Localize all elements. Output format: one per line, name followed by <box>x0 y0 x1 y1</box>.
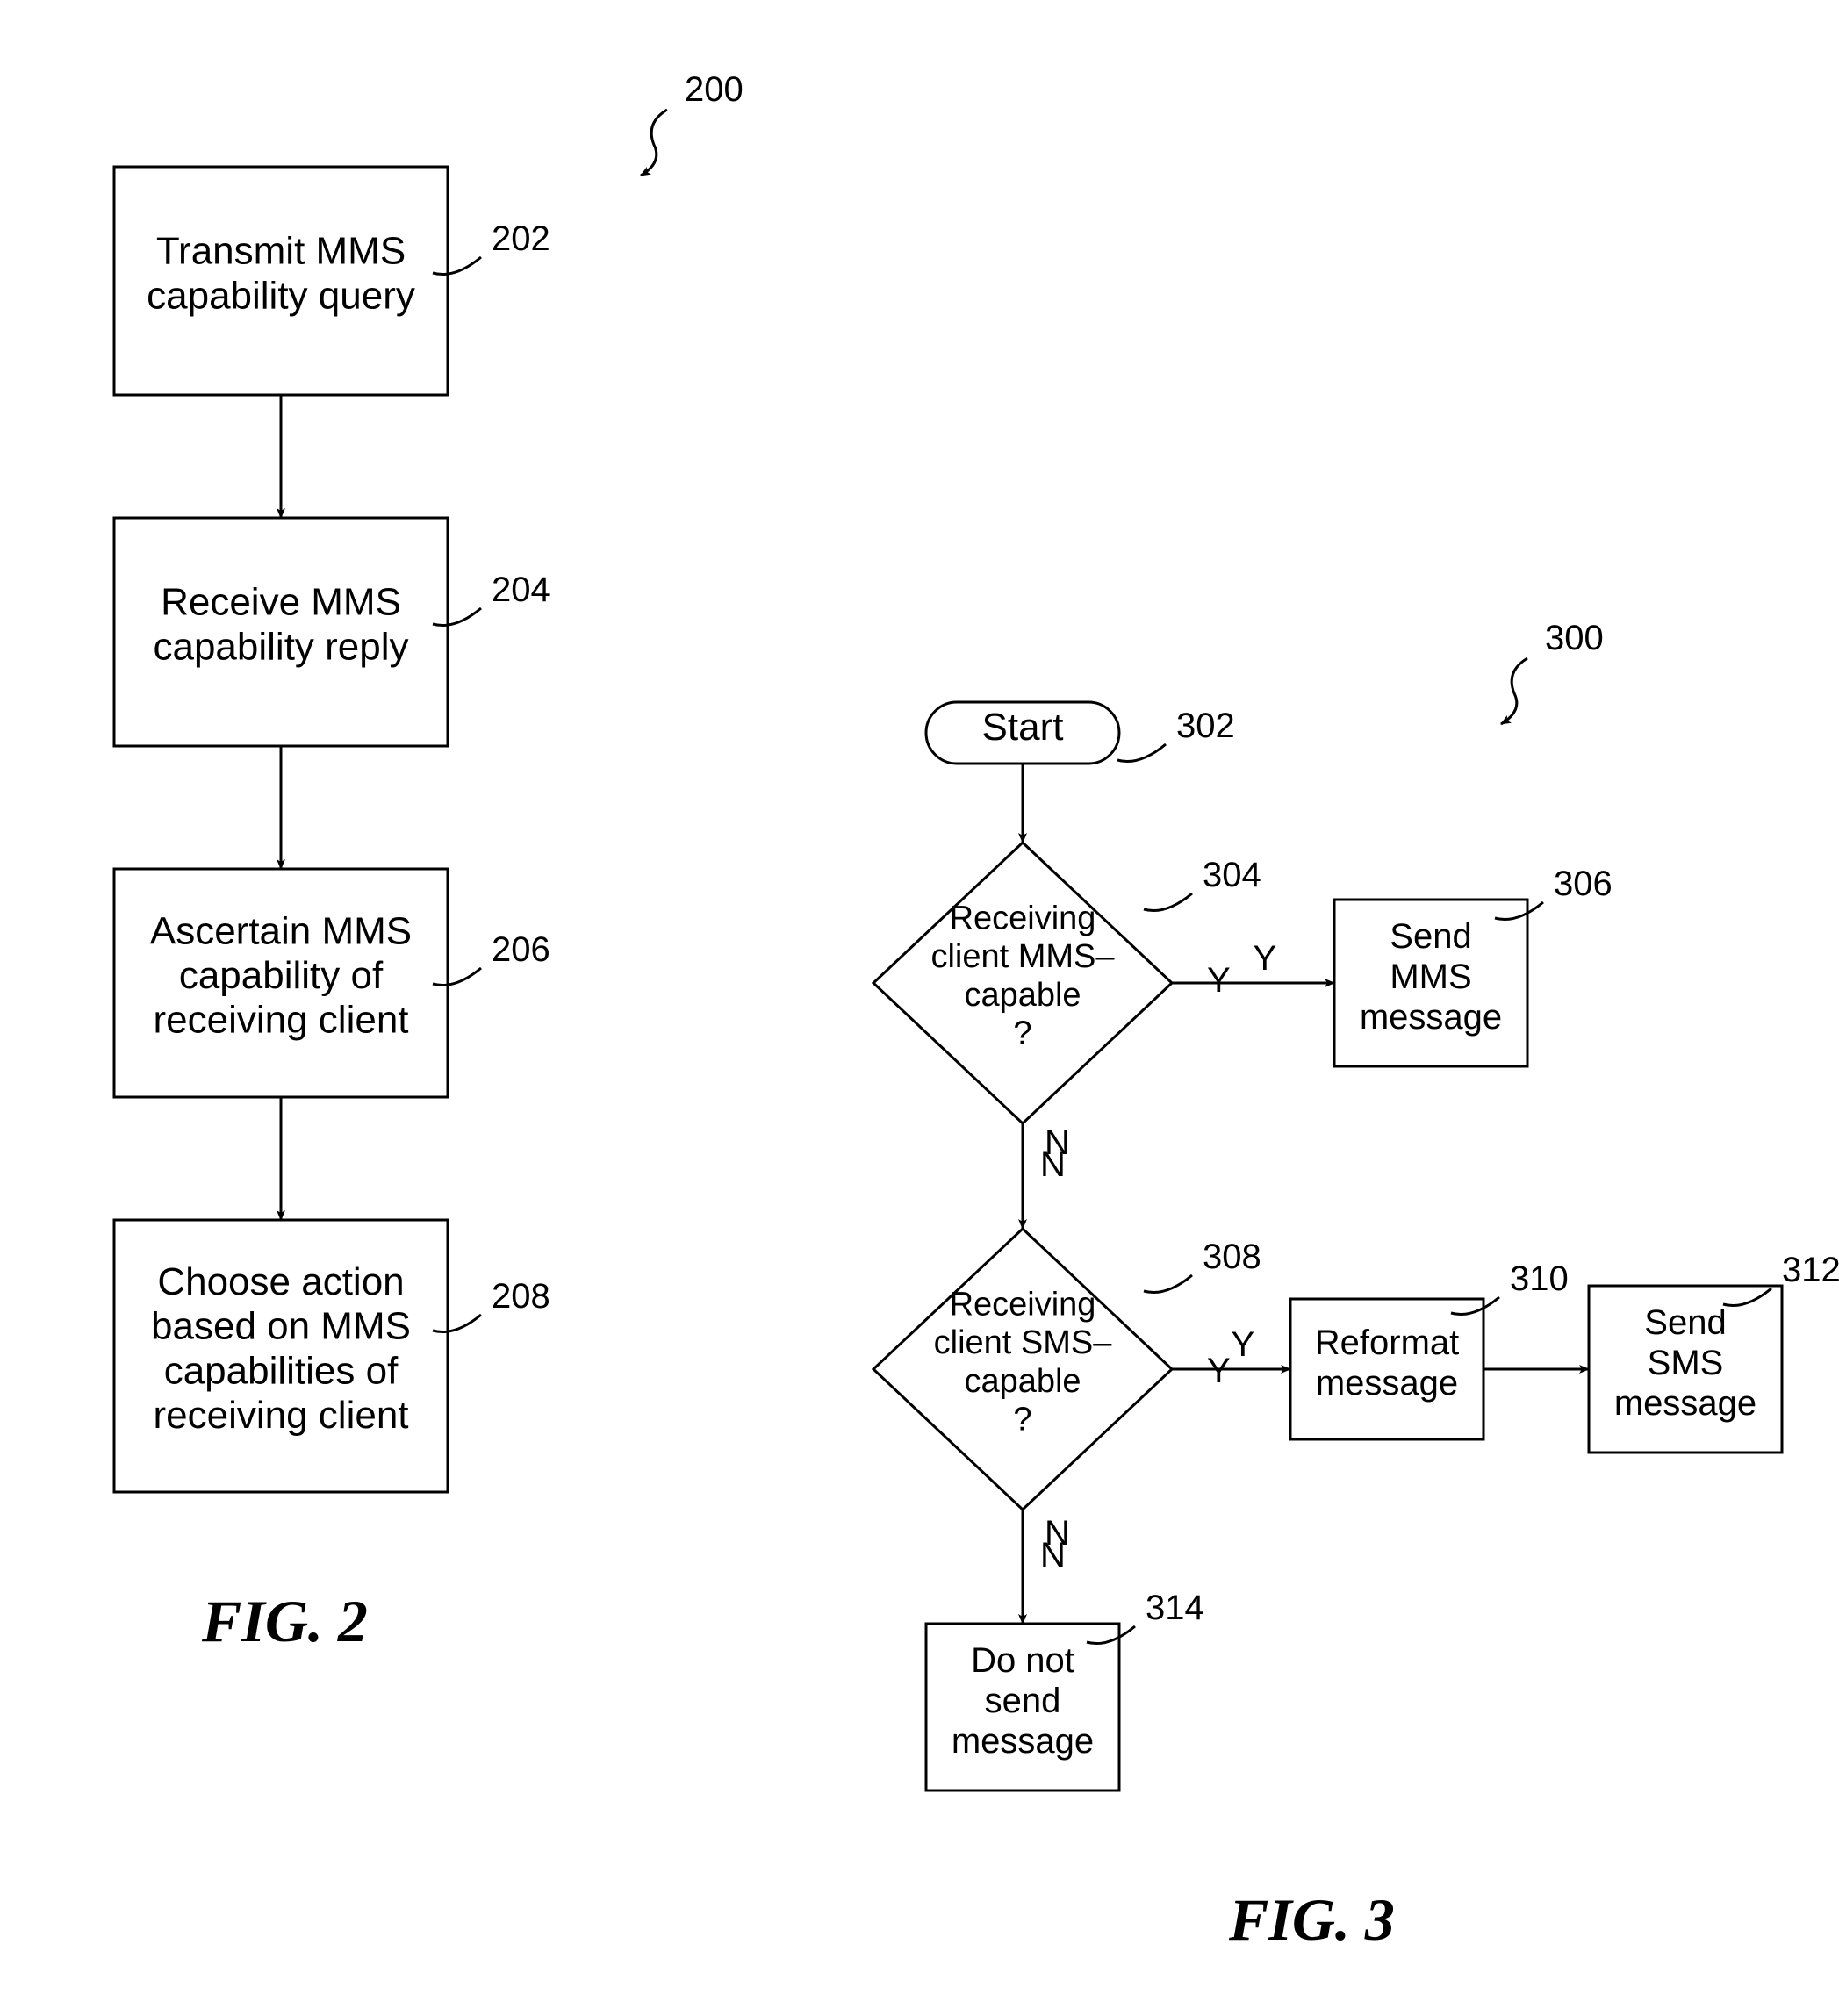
fig3-label-304-leader <box>1144 893 1192 911</box>
fig2-box-202-text: capability query <box>147 274 415 317</box>
fig3-edge-3-label: Y <box>1232 1325 1255 1364</box>
fig2-box-204-text: capability reply <box>153 625 408 668</box>
fig2-label-204: 204 <box>492 570 550 609</box>
fig3-box-310-text: message <box>1316 1364 1458 1403</box>
fig3-decision-308-text: ? <box>1013 1402 1031 1438</box>
fig3-decision-304-yes: Y <box>1207 961 1231 1000</box>
fig3-decision-304-text: ? <box>1013 1015 1031 1052</box>
fig2-box-208-text: Choose action <box>157 1260 404 1303</box>
fig3-decision-304-no: N <box>1045 1123 1070 1162</box>
fig2-title: FIG. 2 <box>201 1588 368 1654</box>
fig3-ref-squiggle <box>1501 658 1527 724</box>
fig2-box-206-text: receiving client <box>153 999 408 1042</box>
fig3-label-306: 306 <box>1554 865 1613 903</box>
fig3-box-310-text: Reformat <box>1315 1324 1460 1362</box>
fig2-box-208-text: receiving client <box>153 1394 408 1437</box>
fig2-box-208-text: based on MMS <box>151 1305 411 1348</box>
diagram-canvas: 200 Transmit MMScapability query 202 Receiv… <box>0 0 1839 2016</box>
fig2-box-204-text: Receive MMS <box>161 581 401 624</box>
fig3-ref: 300 <box>1545 619 1604 657</box>
fig3-decision-308-text: Receiving <box>950 1286 1096 1323</box>
fig2-label-208: 208 <box>492 1277 550 1316</box>
fig3-box-314-text: send <box>985 1682 1061 1720</box>
fig3-box-312-text: Send <box>1644 1303 1726 1342</box>
fig3-edge-1-label: Y <box>1254 939 1277 978</box>
fig3-decision-308-text: client SMS– <box>934 1324 1113 1361</box>
fig3-box-306-text: Send <box>1390 917 1471 956</box>
fig3-label-302-leader <box>1117 744 1166 762</box>
fig3-label-314: 314 <box>1146 1589 1204 1627</box>
fig2-ref-squiggle <box>641 110 667 176</box>
fig3-start-text: Start <box>982 706 1064 749</box>
fig3-box-312-text: SMS <box>1648 1344 1724 1382</box>
fig2-box-202-text: Transmit MMS <box>156 230 406 273</box>
fig3-decision-308-text: capable <box>964 1363 1081 1400</box>
fig2-label-206: 206 <box>492 930 550 969</box>
fig2-box-206-text: Ascertain MMS <box>150 909 412 952</box>
fig3-box-314-text: message <box>952 1722 1094 1761</box>
fig3-decision-308-yes: Y <box>1207 1352 1231 1390</box>
fig3-decision-304-text: capable <box>964 977 1081 1014</box>
fig3-box-306-text: MMS <box>1390 958 1471 996</box>
fig3-label-308-leader <box>1144 1275 1192 1293</box>
fig3-label-302: 302 <box>1176 707 1235 745</box>
fig2-ref: 200 <box>685 70 744 109</box>
fig3-decision-304-text: client MMS– <box>930 938 1115 975</box>
fig2-label-202: 202 <box>492 219 550 258</box>
fig3-box-306-text: message <box>1360 998 1502 1037</box>
fig3-label-312: 312 <box>1782 1251 1839 1289</box>
fig3-label-308: 308 <box>1203 1238 1261 1276</box>
fig3-box-314-text: Do not <box>971 1641 1074 1680</box>
fig2-box-208-text: capabilities of <box>164 1349 399 1392</box>
fig2-box-206-text: capability of <box>179 954 384 997</box>
fig3-decision-304-text: Receiving <box>950 900 1096 936</box>
fig3-box-312-text: message <box>1614 1384 1756 1423</box>
fig3-label-304: 304 <box>1203 856 1261 894</box>
fig3-decision-308-no: N <box>1045 1514 1070 1553</box>
fig3-title: FIG. 3 <box>1228 1886 1395 1953</box>
fig3-label-310: 310 <box>1510 1259 1569 1298</box>
